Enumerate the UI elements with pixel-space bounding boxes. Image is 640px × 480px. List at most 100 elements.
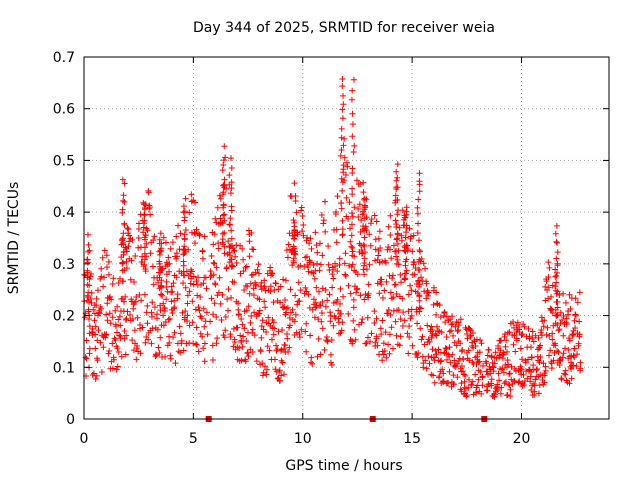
data-point	[348, 264, 355, 271]
data-point	[516, 324, 523, 331]
data-point	[291, 318, 298, 325]
data-point	[201, 233, 208, 240]
data-point	[378, 331, 385, 338]
data-point	[302, 328, 309, 335]
data-point	[393, 221, 400, 228]
data-point	[387, 311, 394, 318]
data-point	[549, 282, 556, 289]
data-point	[528, 387, 535, 394]
data-point	[423, 365, 430, 372]
data-point	[156, 258, 163, 265]
data-point	[155, 279, 162, 286]
data-point	[84, 256, 91, 263]
data-point	[416, 178, 423, 185]
data-point	[274, 346, 281, 353]
data-point	[339, 232, 346, 239]
data-point	[339, 83, 346, 90]
data-point	[247, 319, 254, 326]
data-point	[407, 282, 414, 289]
data-point	[405, 308, 412, 315]
data-point	[531, 382, 538, 389]
data-point	[392, 192, 399, 199]
data-point	[391, 281, 398, 288]
data-point	[457, 316, 464, 323]
data-point	[98, 265, 105, 272]
data-point	[123, 258, 130, 265]
data-point	[196, 307, 203, 314]
data-point	[281, 342, 288, 349]
data-point	[109, 314, 116, 321]
data-point	[261, 298, 268, 305]
data-point	[519, 356, 526, 363]
data-point	[203, 309, 210, 316]
data-point	[364, 334, 371, 341]
data-point	[250, 246, 257, 253]
data-point	[173, 255, 180, 262]
data-point	[224, 296, 231, 303]
data-point	[239, 321, 246, 328]
data-point	[354, 271, 361, 278]
data-point	[517, 365, 524, 372]
data-point	[248, 272, 255, 279]
data-point	[246, 290, 253, 297]
data-point	[337, 300, 344, 307]
data-point	[390, 307, 397, 314]
data-point	[220, 202, 227, 209]
data-point	[435, 327, 442, 334]
data-point	[448, 327, 455, 334]
data-point	[221, 211, 228, 218]
data-point	[330, 322, 337, 329]
data-point	[566, 380, 573, 387]
data-point	[166, 339, 173, 346]
data-point	[221, 176, 228, 183]
data-point	[297, 262, 304, 269]
data-point	[154, 326, 161, 333]
data-point	[567, 359, 574, 366]
data-point	[119, 278, 126, 285]
data-point	[416, 292, 423, 299]
data-point	[103, 331, 110, 338]
data-point	[416, 237, 423, 244]
data-point	[233, 242, 240, 249]
data-point	[478, 390, 485, 397]
data-point	[394, 231, 401, 238]
data-point	[382, 259, 389, 266]
data-point	[105, 271, 112, 278]
data-point	[96, 310, 103, 317]
data-point	[126, 238, 133, 245]
data-point	[182, 195, 189, 202]
data-point	[373, 315, 380, 322]
data-point	[238, 357, 245, 364]
data-point	[219, 191, 226, 198]
data-point	[559, 354, 566, 361]
data-point	[468, 382, 475, 389]
data-point	[521, 323, 528, 330]
data-point	[355, 205, 362, 212]
data-point	[350, 149, 357, 156]
data-point	[341, 154, 348, 161]
data-point	[227, 215, 234, 222]
data-point	[169, 288, 176, 295]
data-point	[277, 347, 284, 354]
data-point	[437, 358, 444, 365]
data-point	[166, 268, 173, 275]
data-point	[131, 327, 138, 334]
data-point	[460, 355, 467, 362]
data-point	[512, 348, 519, 355]
data-point	[247, 280, 254, 287]
data-point	[249, 326, 256, 333]
data-point	[338, 134, 345, 141]
data-point	[553, 238, 560, 245]
data-point	[541, 372, 548, 379]
data-point	[555, 327, 562, 334]
data-point	[401, 243, 408, 250]
data-point	[450, 332, 457, 339]
data-point	[472, 371, 479, 378]
data-point	[228, 227, 235, 234]
x-tick-label: 10	[294, 431, 312, 447]
data-point	[270, 331, 277, 338]
data-point	[576, 318, 583, 325]
data-point	[345, 215, 352, 222]
data-point	[119, 236, 126, 243]
data-point	[114, 303, 121, 310]
